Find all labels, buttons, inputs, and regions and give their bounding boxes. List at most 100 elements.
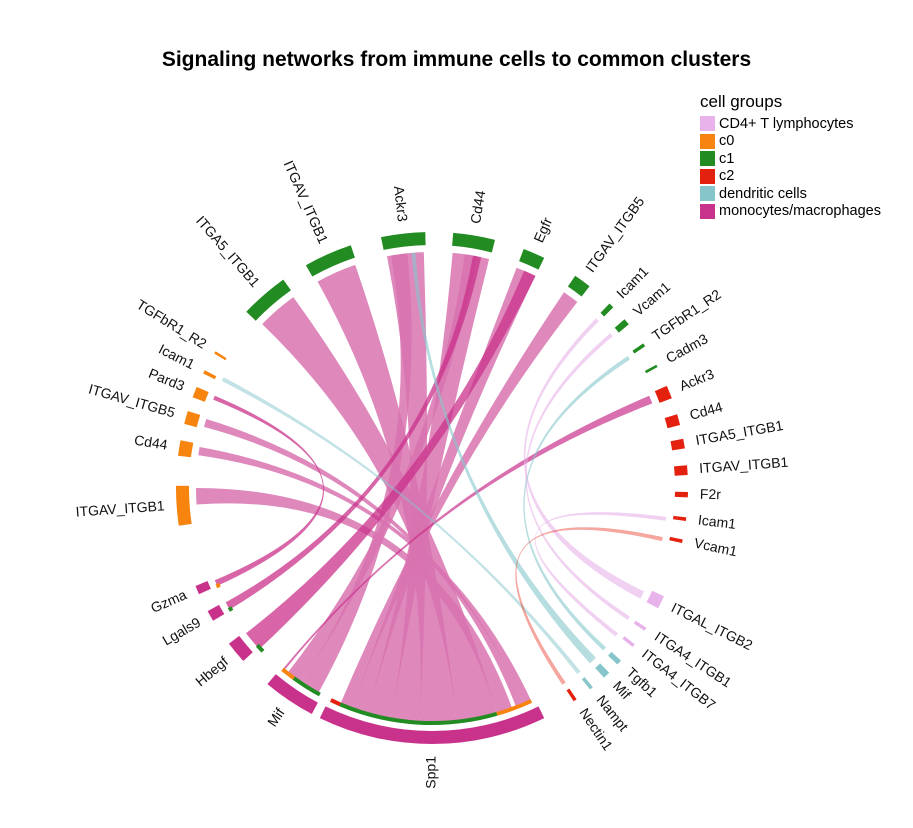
- sector-label-f2r: F2r: [700, 486, 722, 503]
- sector-itgal-itgb2-cd4-t-lymphocytes: [646, 590, 664, 609]
- sector-label-vcam1: Vcam1: [693, 535, 739, 560]
- sector-itgav-itgb1-c0: [175, 485, 192, 526]
- legend-item-c2: c2: [700, 168, 881, 186]
- sector-icam1-c0: [203, 370, 217, 380]
- sector-icam1-c2: [673, 515, 687, 521]
- sector-label-itgav-itgb5: ITGAV_ITGB5: [582, 193, 648, 275]
- legend-item-c0: c0: [700, 133, 881, 151]
- sector-label-itgav-itgb1: ITGAV_ITGB1: [75, 497, 165, 519]
- legend-label: CD4+ T lymphocytes: [719, 115, 854, 132]
- legend: cell groups CD4+ T lymphocytes c0 c1 c2 …: [700, 92, 881, 220]
- legend-swatch: [700, 151, 715, 167]
- sector-ackr3-c2: [654, 385, 672, 403]
- receiver-track: [281, 667, 295, 680]
- sector-itgav-itgb5-c0: [184, 411, 201, 428]
- legend-swatch: [700, 186, 715, 202]
- sector-label-itga5-itgb1: ITGA5_ITGB1: [193, 213, 263, 291]
- sector-tgfb1-dendritic-cells: [608, 651, 621, 665]
- legend-label: c2: [719, 168, 735, 185]
- sector-label-mif: Mif: [264, 705, 288, 730]
- sector-vcam1-c1: [614, 319, 629, 333]
- sector-label-cd44: Cd44: [133, 432, 169, 453]
- sector-nampt-dendritic-cells: [581, 677, 593, 690]
- link-itga4-vcam1: [525, 333, 630, 620]
- chord-sectors: [175, 232, 688, 744]
- legend-item-monocytes-macrophages: monocytes/macrophages: [700, 203, 881, 221]
- sector-label-hbegf: Hbegf: [192, 653, 231, 689]
- sector-tgfbr1-r2-c1: [632, 343, 646, 354]
- chord-links: [196, 252, 667, 725]
- legend-swatch: [700, 116, 715, 132]
- legend-title: cell groups: [700, 92, 783, 111]
- sector-mif-monocytes-macrophages: [267, 674, 318, 714]
- sector-itga5-itgb1-c2: [670, 438, 685, 451]
- receiver-track: [255, 643, 265, 653]
- sector-cd44-c0: [178, 440, 194, 458]
- sector-label-spp1: Spp1: [423, 756, 439, 789]
- legend-item-c1: c1: [700, 150, 881, 168]
- sector-label-ackr3: Ackr3: [677, 365, 716, 393]
- legend-item-cd4-t-lymphocytes: CD4+ T lymphocytes: [700, 115, 881, 133]
- receiver-track: [339, 702, 498, 725]
- sector-label-cadm3: Cadm3: [663, 330, 710, 366]
- sector-nectin1-c2: [566, 688, 577, 702]
- receiver-track: [227, 606, 234, 612]
- chart-title: Signaling networks from immune cells to …: [161, 48, 752, 71]
- sector-label-pard3: Pard3: [146, 365, 187, 394]
- legend-swatch: [700, 168, 715, 184]
- link-hbegf-egfr-c1: [246, 270, 536, 649]
- legend-swatch: [700, 203, 715, 219]
- sector-label-egfr: Egfr: [530, 215, 555, 245]
- sector-label-cd44: Cd44: [688, 398, 725, 422]
- link-tgfb1-tgfbr1: [523, 356, 630, 651]
- sector-itga4-itgb7-cd4-t-lymphocytes: [622, 636, 635, 647]
- link-mif-ackr3-c1: [300, 253, 412, 695]
- link-spp1-itgav-itgb5-c1: [339, 292, 578, 710]
- link-itgal-icam1: [523, 318, 645, 599]
- sector-label-tgfbr1-r2: TGFbR1_R2: [134, 296, 210, 352]
- sector-label-icam1: Icam1: [697, 511, 737, 532]
- sector-label-itgav-itgb1: ITGAV_ITGB1: [699, 454, 789, 476]
- link-spp1-ackr3-c1: [387, 252, 428, 724]
- sector-label-gzma: Gzma: [148, 586, 189, 616]
- legend-label: monocytes/macrophages: [719, 203, 881, 220]
- sector-icam1-c1: [600, 303, 614, 317]
- receiver-track: [215, 582, 221, 589]
- sector-cd44-c2: [664, 414, 681, 429]
- link-gzma-pard3-c0: [213, 395, 325, 586]
- legend-label: dendritic cells: [719, 185, 807, 202]
- sector-label-itgav-itgb1: ITGAV_ITGB1: [281, 158, 332, 246]
- sector-label-itga5-itgb1: ITGA5_ITGB1: [694, 417, 784, 448]
- sector-cadm3-c1: [644, 364, 658, 374]
- sector-tgfbr1-r2-c0: [214, 351, 227, 361]
- sector-gzma-monocytes-macrophages: [195, 581, 211, 595]
- receiver-track: [496, 699, 533, 716]
- sector-label-cd44: Cd44: [467, 189, 488, 225]
- sector-cd44-c1: [452, 232, 495, 253]
- sector-ackr3-c1: [381, 232, 426, 250]
- sector-itgav-itgb1-c2: [674, 465, 688, 476]
- sector-hbegf-monocytes-macrophages: [228, 635, 253, 661]
- sector-mif-dendritic-cells: [595, 663, 610, 678]
- legend-label: c1: [719, 150, 735, 167]
- legend-swatch: [700, 133, 715, 149]
- sector-itga5-itgb1-c1: [246, 279, 291, 321]
- sector-f2r-c2: [674, 491, 688, 498]
- sector-itga4-itgb1-cd4-t-lymphocytes: [633, 620, 647, 631]
- sector-egfr-c1: [519, 249, 545, 270]
- sector-lgals9-monocytes-macrophages: [207, 604, 225, 621]
- receiver-track: [330, 698, 341, 707]
- sector-spp1-monocytes-macrophages: [319, 706, 545, 744]
- legend-label: c0: [719, 133, 735, 150]
- sector-label-lgals9: Lgals9: [160, 614, 204, 649]
- sector-itgav-itgb5-c1: [567, 275, 590, 297]
- chord-tracks: [215, 582, 533, 725]
- link-mif-cd44-c1: [286, 254, 477, 684]
- sector-label-ackr3: Ackr3: [391, 185, 411, 223]
- receiver-track: [292, 676, 321, 697]
- legend-item-dendritic-cells: dendritic cells: [700, 185, 881, 203]
- sector-itgav-itgb1-c1: [305, 245, 355, 277]
- sector-vcam1-c2: [669, 536, 683, 543]
- link-spp1-egfr-c1: [351, 267, 536, 715]
